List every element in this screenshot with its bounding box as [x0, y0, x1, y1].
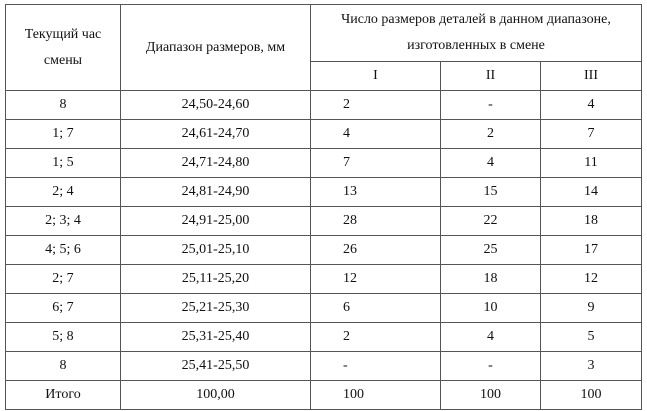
- table-cell: 11: [540, 148, 642, 178]
- table-row: 8 24,50-24,60 2-4: [5, 90, 642, 120]
- table-cell: 7: [310, 148, 441, 178]
- table-cell: Итого: [5, 380, 121, 410]
- table-cell: 3: [540, 351, 642, 381]
- table-cell: 100: [440, 380, 541, 410]
- table-cell: 2; 3; 4: [5, 206, 121, 236]
- table-cell: 100: [310, 380, 441, 410]
- table-cell: 6; 7: [5, 293, 121, 323]
- table-cell: 24,71-24,80: [120, 148, 311, 178]
- table-cell: 15: [440, 177, 541, 207]
- table-row: Итого 100,00 100 100 100: [5, 380, 642, 410]
- table-row: 1; 5 24,71-24,80 7 4 11: [5, 148, 642, 178]
- table-cell: 24,61-24,70: [120, 119, 311, 149]
- table-cell: 25: [440, 235, 541, 265]
- shift-header: III: [540, 61, 642, 91]
- table-cell: 2; 7: [5, 264, 121, 294]
- range-header: Диапазон размеров, мм: [120, 4, 311, 91]
- table-cell: 2; 4: [5, 177, 121, 207]
- table-body: Текущий час смены Диапазон размеров, мм …: [5, 4, 642, 410]
- table-cell: 8: [5, 351, 121, 381]
- table-cell: 25,11-25,20: [120, 264, 311, 294]
- table-cell: 4; 5; 6: [5, 235, 121, 265]
- table-cell: 100: [540, 380, 642, 410]
- header-row: Текущий час смены Диапазон размеров, мм …: [5, 4, 642, 91]
- table-wrapper: Текущий час смены Диапазон размеров, мм …: [5, 4, 642, 410]
- table-cell: 4: [540, 90, 642, 120]
- table-cell: 5: [540, 322, 642, 352]
- count-header: Число размеров деталей в данном диапазон…: [310, 4, 642, 62]
- table-row: 1; 7 24,61-24,70 4 2 7: [5, 119, 642, 149]
- table-cell: 18: [540, 206, 642, 236]
- table-cell: 4: [440, 322, 541, 352]
- hour-header: Текущий час смены: [5, 4, 121, 91]
- table-cell: 7: [540, 119, 642, 149]
- table-cell: 22: [440, 206, 541, 236]
- table-cell: 4: [310, 119, 441, 149]
- table-cell: 17: [540, 235, 642, 265]
- table-cell: 9: [540, 293, 642, 323]
- table-cell: 12: [310, 264, 441, 294]
- table-cell: 10: [440, 293, 541, 323]
- table-row: 2; 4 24,81-24,90 13 15 14: [5, 177, 642, 207]
- table-cell: 100,00: [120, 380, 311, 410]
- table-cell: -: [440, 90, 541, 120]
- table-cell: 5; 8: [5, 322, 121, 352]
- table-row: 8 25,41-25,50- -3: [5, 351, 642, 381]
- table-cell: 24,91-25,00: [120, 206, 311, 236]
- size-table: Текущий час смены Диапазон размеров, мм …: [5, 4, 642, 410]
- table-row: 2; 3; 4 24,91-25,00 28 22 18: [5, 206, 642, 236]
- table-cell: 12: [540, 264, 642, 294]
- shift-header: II: [440, 61, 541, 91]
- table-cell: 6: [310, 293, 441, 323]
- table-row: 6; 7 25,21-25,30 6 10 9: [5, 293, 642, 323]
- shift-header: I: [310, 61, 441, 91]
- table-cell: 24,50-24,60: [120, 90, 311, 120]
- table-cell: 13: [310, 177, 441, 207]
- table-cell: 18: [440, 264, 541, 294]
- table-cell: 25,21-25,30: [120, 293, 311, 323]
- table-cell: 25,41-25,50: [120, 351, 311, 381]
- table-cell: 25,01-25,10: [120, 235, 311, 265]
- table-cell: 2: [310, 322, 441, 352]
- table-cell: -: [440, 351, 541, 381]
- table-cell: -: [310, 351, 441, 381]
- table-cell: 24,81-24,90: [120, 177, 311, 207]
- table-cell: 26: [310, 235, 441, 265]
- table-row: 2; 7 25,11-25,20 12 18 12: [5, 264, 642, 294]
- table-cell: 1; 7: [5, 119, 121, 149]
- table-row: 4; 5; 6 25,01-25,10 26 25 17: [5, 235, 642, 265]
- table-cell: 25,31-25,40: [120, 322, 311, 352]
- table-cell: 1; 5: [5, 148, 121, 178]
- table-cell: 14: [540, 177, 642, 207]
- table-cell: 8: [5, 90, 121, 120]
- table-cell: 2: [310, 90, 441, 120]
- table-cell: 2: [440, 119, 541, 149]
- table-cell: 4: [440, 148, 541, 178]
- table-cell: 28: [310, 206, 441, 236]
- table-row: 5; 8 25,31-25,40 2 4 5: [5, 322, 642, 352]
